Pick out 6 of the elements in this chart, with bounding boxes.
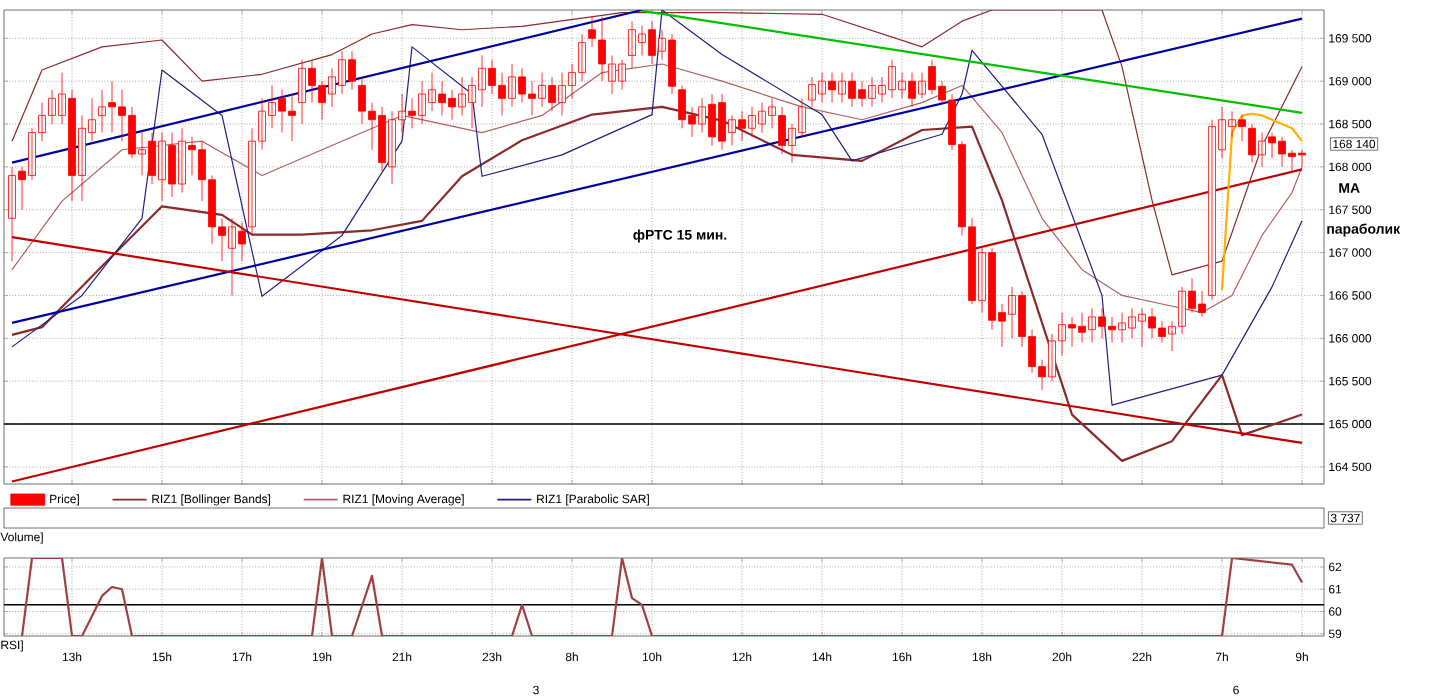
line-series bbox=[11, 10, 1303, 276]
line-series bbox=[20, 558, 1304, 637]
line-series bbox=[11, 10, 1303, 406]
line-series bbox=[11, 63, 1303, 314]
line-series bbox=[1220, 112, 1304, 292]
line-series bbox=[10, 105, 1304, 462]
